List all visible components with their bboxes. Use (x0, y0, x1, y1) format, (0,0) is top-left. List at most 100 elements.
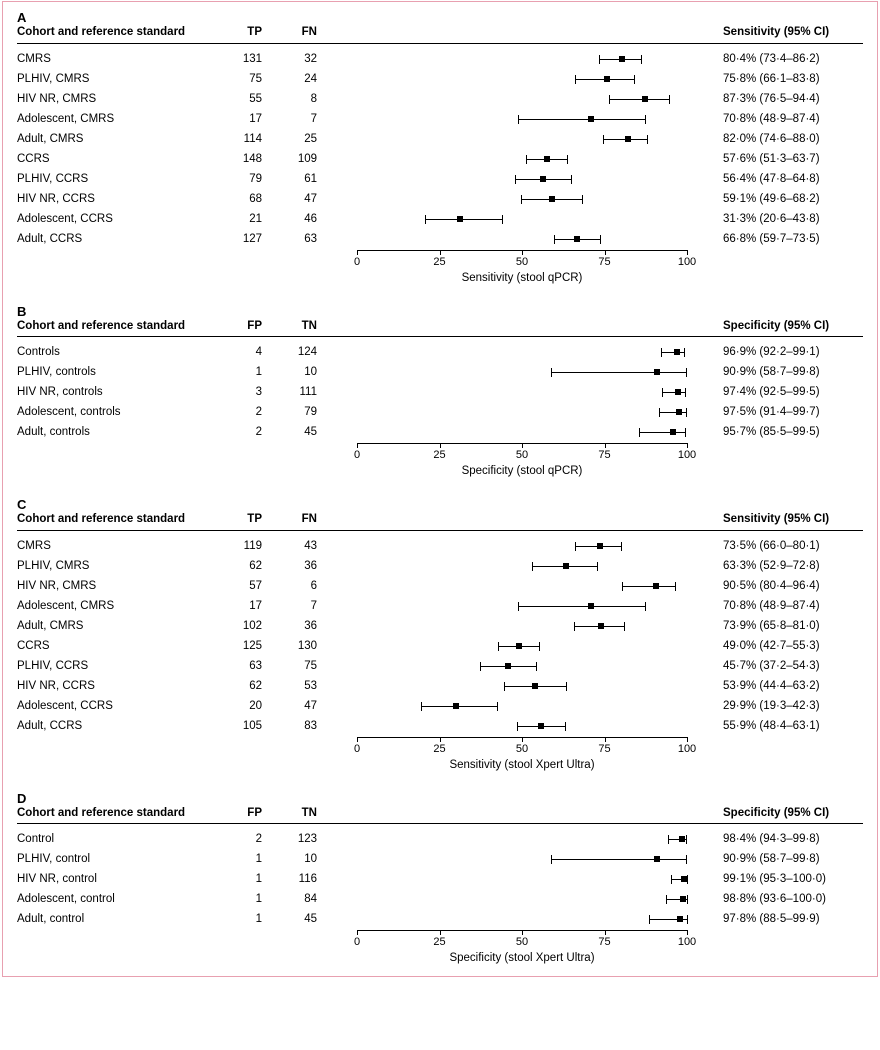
axis-tick (357, 930, 358, 935)
cell-cohort: HIV NR, CMRS (17, 581, 217, 593)
cell-stat: 56·4% (47·8–64·8) (717, 174, 863, 186)
axis-title: Specificity (stool Xpert Ultra) (357, 952, 687, 964)
point-estimate (588, 116, 594, 122)
cell-n1: 62 (217, 681, 272, 693)
point-estimate (532, 683, 538, 689)
cell-stat: 53·9% (44·4–63·2) (717, 681, 863, 693)
ci-cap-low (649, 915, 650, 924)
axis-tick (605, 250, 606, 255)
cell-cohort: Adult, CCRS (17, 721, 217, 733)
ci-cap-low (666, 895, 667, 904)
cell-cohort: HIV NR, controls (17, 387, 217, 399)
point-estimate (676, 409, 682, 415)
forest-plot-cell (327, 110, 717, 130)
ci-cap-high (645, 602, 646, 611)
ci-cap-high (582, 195, 583, 204)
ci-cap-high (567, 155, 568, 164)
axis-tick (357, 737, 358, 742)
x-axis: 0255075100Sensitivity (stool Xpert Ultra… (327, 737, 717, 779)
panel-label: A (17, 10, 863, 25)
ci-cap-high (497, 702, 498, 711)
ci-line (551, 859, 687, 860)
point-estimate (598, 623, 604, 629)
cell-stat: 57·6% (51·3–63·7) (717, 154, 863, 166)
point-estimate (619, 56, 625, 62)
forest-plot-cell (327, 190, 717, 210)
ci-cap-high (675, 582, 676, 591)
point-estimate (604, 76, 610, 82)
axis-tick-label: 75 (598, 743, 610, 755)
cell-n1: 125 (217, 641, 272, 653)
forest-plot-cell (327, 363, 717, 383)
axis-tick (605, 737, 606, 742)
point-estimate (675, 389, 681, 395)
point-estimate (563, 563, 569, 569)
point-estimate (625, 136, 631, 142)
ci-cap-low (551, 855, 552, 864)
table-row: HIV NR, CCRS684759·1% (49·6–68·2) (17, 190, 863, 210)
table-row: Adult, CMRS1142582·0% (74·6–88·0) (17, 130, 863, 150)
ci-cap-high (502, 215, 503, 224)
cell-n1: 21 (217, 214, 272, 226)
ci-cap-high (686, 835, 687, 844)
cell-n1: 75 (217, 74, 272, 86)
cell-n2: 7 (272, 114, 327, 126)
cell-n1: 105 (217, 721, 272, 733)
cell-n2: 111 (272, 387, 327, 399)
ci-line (659, 412, 686, 413)
cell-n2: 36 (272, 621, 327, 633)
cell-n1: 2 (217, 427, 272, 439)
cell-cohort: PLHIV, CMRS (17, 74, 217, 86)
cell-cohort: HIV NR, CCRS (17, 194, 217, 206)
cell-cohort: Adult, CMRS (17, 621, 217, 633)
panel-label: B (17, 304, 863, 319)
table-row: PLHIV, control11090·9% (58·7–99·8) (17, 850, 863, 870)
table-row: HIV NR, control111699·1% (95·3–100·0) (17, 870, 863, 890)
cell-n2: 45 (272, 427, 327, 439)
axis-tick (605, 443, 606, 448)
cell-cohort: PLHIV, CCRS (17, 174, 217, 186)
point-estimate (670, 429, 676, 435)
cell-stat: 98·8% (93·6–100·0) (717, 894, 863, 906)
forest-plot-cell (327, 170, 717, 190)
cell-n2: 10 (272, 854, 327, 866)
panel-label: C (17, 497, 863, 512)
ci-cap-high (685, 428, 686, 437)
cell-n2: 43 (272, 541, 327, 553)
ci-cap-high (641, 55, 642, 64)
cell-stat: 63·3% (52·9–72·8) (717, 561, 863, 573)
ci-cap-low (603, 135, 604, 144)
forest-plot-cell (327, 557, 717, 577)
forest-plot-cell (327, 577, 717, 597)
cell-n2: 75 (272, 661, 327, 673)
cell-stat: 97·5% (91·4–99·7) (717, 407, 863, 419)
point-estimate (679, 836, 685, 842)
cell-cohort: Controls (17, 347, 217, 359)
ci-cap-high (687, 915, 688, 924)
point-estimate (505, 663, 511, 669)
point-estimate (574, 236, 580, 242)
ci-line (622, 586, 675, 587)
cell-stat: 99·1% (95·3–100·0) (717, 874, 863, 886)
cell-cohort: Adolescent, CCRS (17, 214, 217, 226)
forest-plot-cell (327, 637, 717, 657)
panel-B: BCohort and reference standardFPTNSpecif… (3, 296, 877, 490)
ci-cap-low (515, 175, 516, 184)
ci-cap-high (686, 408, 687, 417)
cell-n1: 20 (217, 701, 272, 713)
table-row: CMRS1313280·4% (73·4–86·2) (17, 50, 863, 70)
cell-n1: 1 (217, 874, 272, 886)
panel-label: D (17, 791, 863, 806)
table-row: Adult, control14597·8% (88·5–99·9) (17, 910, 863, 930)
table-row: Adolescent, CCRS204729·9% (19·3–42·3) (17, 697, 863, 717)
ci-cap-low (518, 602, 519, 611)
table-row: Control212398·4% (94·3–99·8) (17, 830, 863, 850)
ci-cap-high (634, 75, 635, 84)
cell-stat: 90·5% (80·4–96·4) (717, 581, 863, 593)
forest-plot-cell (327, 717, 717, 737)
table-row: Adult, controls24595·7% (85·5–99·5) (17, 423, 863, 443)
cell-cohort: Adolescent, CCRS (17, 701, 217, 713)
forest-plot-cell (327, 343, 717, 363)
table-row: Adult, CCRS1276366·8% (59·7–73·5) (17, 230, 863, 250)
ci-cap-low (661, 348, 662, 357)
